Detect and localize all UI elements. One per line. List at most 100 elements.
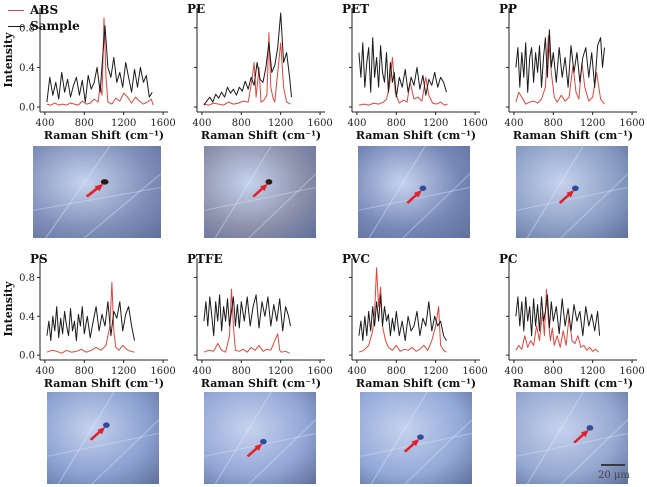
- fibre: [516, 432, 628, 457]
- pc-xtick-label-1200: 1200: [580, 366, 605, 377]
- pp-xtick-label-1200: 1200: [580, 118, 605, 129]
- micrograph-overlay: [516, 146, 628, 238]
- pc-title: PC: [499, 252, 518, 266]
- pc-xtick-label-1600: 1600: [619, 366, 644, 377]
- abs-ylabel: Intensity: [2, 32, 15, 88]
- ptfe-xtick-label-400: 400: [192, 366, 211, 377]
- legend-swatch-sample: [8, 25, 24, 27]
- pvc-series-abs: [358, 267, 447, 353]
- micrograph-pe: [204, 146, 316, 238]
- particle: [586, 425, 594, 431]
- pc-series-sample: [515, 294, 601, 337]
- pe-xtick-label-1600: 1600: [307, 118, 332, 129]
- fibre: [370, 392, 428, 484]
- legend-swatch-abs: [8, 9, 24, 11]
- legend-entry-sample: Sample: [8, 18, 80, 34]
- fibre: [404, 419, 472, 484]
- ps-ytick-label-1: 0.4: [19, 312, 35, 323]
- pet-xtick-label-1600: 1600: [462, 118, 487, 129]
- fibre: [57, 392, 115, 484]
- pp-xtick-label-800: 800: [544, 118, 563, 129]
- particle: [572, 185, 579, 192]
- ps-xtick-label-800: 800: [75, 366, 94, 377]
- fibre: [560, 173, 628, 238]
- abs-ytick-label-2: 0.8: [19, 23, 35, 34]
- legend-entry-abs: ABS: [8, 2, 80, 18]
- pe-xlabel: Raman Shift (cm⁻¹): [201, 129, 321, 142]
- fibre: [358, 186, 470, 211]
- micrograph-overlay: [204, 392, 316, 484]
- fibre: [526, 392, 584, 484]
- legend: ABS Sample: [8, 2, 80, 34]
- micrograph-overlay: [516, 392, 628, 484]
- pvc-title: PVC: [342, 252, 370, 266]
- fibre: [248, 173, 316, 238]
- pe-series-sample: [203, 12, 292, 106]
- fibre: [91, 419, 159, 484]
- ps-ytick-label-0: 0.0: [19, 351, 35, 362]
- arrow-head: [411, 438, 420, 447]
- ptfe-xlabel: Raman Shift (cm⁻¹): [201, 377, 321, 390]
- ps-ylabel: Intensity: [2, 281, 15, 337]
- fibre: [516, 186, 628, 211]
- micrograph-ptfe: [204, 392, 316, 484]
- pe-xtick-label-800: 800: [232, 118, 251, 129]
- micrograph-overlay: [33, 146, 161, 238]
- abs-ytick-label-0: 0.0: [19, 103, 35, 114]
- fibre: [368, 146, 426, 238]
- arrow-head: [97, 426, 106, 435]
- particle: [265, 179, 273, 185]
- abs-series-sample: [46, 25, 153, 103]
- ptfe-title: PTFE: [187, 252, 223, 266]
- micrograph-overlay: [360, 392, 472, 484]
- pvc-xtick-label-400: 400: [347, 366, 366, 377]
- ps-xtick-label-1600: 1600: [150, 366, 175, 377]
- ps-series-abs: [46, 281, 135, 354]
- pvc-xtick-label-1600: 1600: [462, 366, 487, 377]
- ptfe-xtick-label-800: 800: [232, 366, 251, 377]
- abs-xtick-label-400: 400: [35, 118, 54, 129]
- pvc-xlabel: Raman Shift (cm⁻¹): [356, 377, 476, 390]
- pet-xtick-label-800: 800: [387, 118, 406, 129]
- abs-xtick-label-1200: 1200: [111, 118, 136, 129]
- particle: [260, 438, 267, 445]
- pvc-xtick-label-800: 800: [387, 366, 406, 377]
- abs-xlabel: Raman Shift (cm⁻¹): [44, 129, 164, 142]
- legend-label-abs: ABS: [30, 3, 59, 17]
- fibre: [214, 146, 272, 238]
- pe-title: PE: [187, 2, 205, 16]
- micrograph-overlay: [47, 392, 159, 484]
- particle: [417, 434, 424, 440]
- pp-title: PP: [499, 2, 517, 16]
- fibre: [248, 419, 316, 484]
- pp-xtick-label-1600: 1600: [619, 118, 644, 129]
- ptfe-series-abs: [203, 288, 290, 354]
- pet-series-abs: [358, 57, 448, 106]
- fibre: [214, 392, 272, 484]
- arrow-head: [94, 183, 104, 192]
- ps-xlabel: Raman Shift (cm⁻¹): [44, 377, 164, 390]
- arrow-head: [566, 190, 575, 198]
- ps-series-sample: [46, 301, 135, 342]
- micrograph-pp: [516, 146, 628, 238]
- scale-bar-label: 20 μm: [598, 470, 630, 481]
- pc-xtick-label-400: 400: [504, 366, 523, 377]
- pp-xtick-label-400: 400: [504, 118, 523, 129]
- pvc-xtick-label-1200: 1200: [423, 366, 448, 377]
- micrograph-overlay: [204, 146, 316, 238]
- fibre: [33, 186, 161, 211]
- ps-xtick-label-400: 400: [35, 366, 54, 377]
- pe-xtick-label-400: 400: [192, 118, 211, 129]
- abs-xtick-label-800: 800: [75, 118, 94, 129]
- fibre: [560, 419, 628, 484]
- micrograph-pet: [358, 146, 470, 238]
- pc-xtick-label-800: 800: [544, 366, 563, 377]
- fibre: [45, 146, 111, 238]
- pc-xlabel: Raman Shift (cm⁻¹): [513, 377, 633, 390]
- pvc-series-sample: [358, 294, 447, 342]
- pp-series-abs: [515, 35, 605, 105]
- micrograph-pc: [516, 392, 628, 484]
- arrow-head: [260, 183, 268, 192]
- arrow-head: [414, 190, 422, 198]
